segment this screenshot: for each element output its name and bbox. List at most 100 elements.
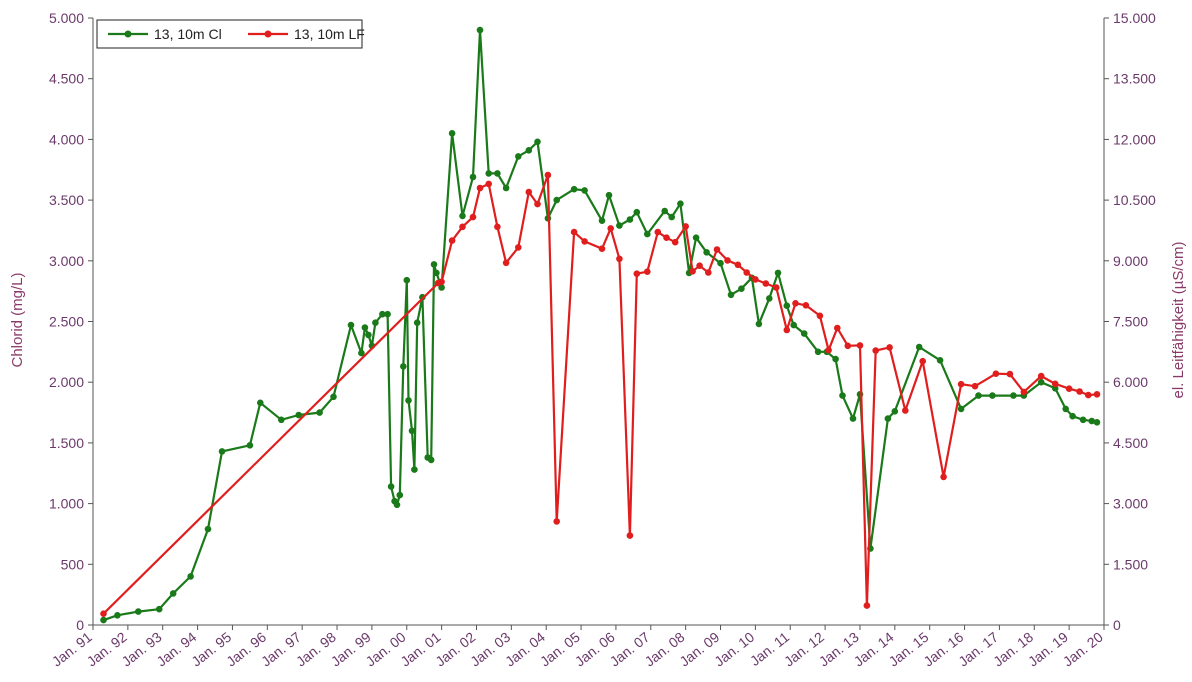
data-point (705, 269, 712, 276)
data-point (792, 300, 799, 307)
data-point (886, 344, 893, 351)
data-point (218, 448, 226, 455)
data-point (783, 326, 791, 334)
data-point (448, 130, 456, 137)
data-point (902, 407, 909, 414)
x-tick-label: Jan. 20 (1060, 629, 1106, 670)
data-point (581, 238, 588, 245)
data-point (384, 310, 391, 318)
data-point (633, 208, 641, 216)
y-left-tick-label: 3.500 (49, 192, 84, 208)
data-point (957, 380, 965, 388)
y-left-tick-label: 500 (61, 556, 85, 572)
data-point (494, 223, 501, 231)
data-point (832, 355, 839, 363)
data-point (114, 612, 121, 619)
data-point (598, 245, 606, 252)
data-point (992, 370, 1000, 378)
data-point (553, 518, 560, 525)
data-point (187, 573, 194, 580)
y-left-tick-label: 2.000 (49, 374, 84, 390)
legend-swatch-marker (264, 30, 272, 38)
data-point (459, 223, 466, 231)
data-point (644, 268, 651, 276)
data-point (400, 363, 407, 370)
data-point (661, 207, 668, 215)
data-point (1088, 417, 1096, 425)
data-point (816, 312, 824, 320)
data-point (1062, 405, 1069, 413)
y-right-tick-label: 9.000 (1113, 253, 1148, 269)
y-right-tick-label: 13.500 (1113, 71, 1156, 87)
data-point (738, 285, 745, 293)
y-right-tick-label: 4.500 (1113, 435, 1148, 451)
data-point (358, 349, 365, 357)
data-point (257, 399, 264, 407)
data-point (644, 230, 651, 238)
data-point (1020, 388, 1028, 396)
y-left-tick-label: 1.000 (49, 496, 84, 512)
data-point (727, 291, 735, 299)
data-point (936, 357, 944, 364)
data-point (814, 348, 822, 356)
data-point (502, 184, 510, 192)
y-left-tick-label: 4.500 (49, 71, 84, 87)
data-point (834, 324, 841, 332)
data-point (1079, 416, 1087, 424)
data-point (459, 212, 466, 220)
data-point (654, 228, 662, 236)
data-point (155, 605, 163, 613)
y-right-tick-label: 15.000 (1113, 10, 1156, 26)
data-point (438, 278, 445, 286)
data-point (413, 319, 421, 327)
data-point (1085, 391, 1092, 399)
data-point (971, 382, 979, 390)
data-point (372, 319, 379, 327)
data-point (494, 170, 501, 177)
series-2 (100, 171, 1101, 617)
data-point (295, 411, 303, 419)
y-right-tick-label: 7.500 (1113, 314, 1148, 330)
data-point (790, 321, 797, 329)
data-point (1037, 372, 1045, 380)
data-point (403, 276, 411, 284)
data-point (246, 442, 254, 449)
data-point (682, 223, 689, 230)
data-point (469, 173, 477, 181)
data-point (633, 270, 641, 278)
data-point (570, 185, 578, 193)
data-point (469, 213, 477, 221)
data-point (671, 238, 679, 246)
data-point (169, 590, 177, 597)
y-right-tick-label: 1.500 (1113, 556, 1148, 572)
legend-label: 13, 10m LF (294, 26, 365, 42)
data-point (975, 392, 982, 399)
x-tick-label: Jan. 10 (711, 629, 757, 670)
data-point (849, 415, 857, 422)
data-point (408, 427, 416, 435)
data-point (957, 405, 965, 413)
y-right-tick-label: 10.500 (1113, 192, 1156, 208)
data-point (872, 347, 879, 354)
data-point (448, 237, 456, 244)
data-point (1006, 370, 1014, 378)
data-point (1010, 392, 1017, 399)
series-line (103, 29, 1098, 622)
y-right-tick-label: 12.000 (1113, 131, 1156, 147)
data-point (135, 608, 142, 615)
data-point (989, 392, 996, 399)
data-point (278, 416, 285, 424)
data-point (330, 393, 337, 401)
data-point (553, 196, 560, 204)
data-point (774, 269, 782, 277)
data-point (844, 342, 852, 350)
data-point (405, 397, 412, 404)
data-point (1069, 412, 1076, 420)
y-axis-left-title: Chlorid (mg/L) (9, 272, 26, 367)
data-point (605, 191, 613, 199)
data-point (476, 26, 484, 34)
data-point (316, 409, 323, 416)
data-point (347, 321, 355, 329)
data-point (663, 234, 670, 241)
data-point (379, 310, 386, 318)
